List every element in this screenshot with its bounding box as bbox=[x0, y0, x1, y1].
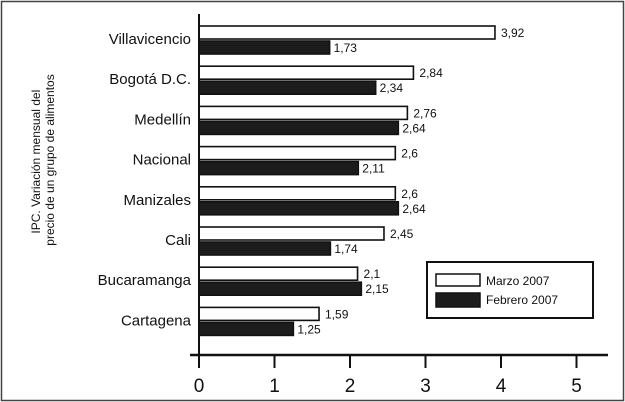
data-label: 2,76 bbox=[413, 106, 437, 120]
value-labels: 3,921,732,842,342,762,642,62,112,62,642,… bbox=[297, 26, 524, 336]
category-label: Bucaramanga bbox=[98, 272, 192, 289]
bar-febrero-2007 bbox=[198, 160, 360, 176]
legend-label-marzo: Marzo 2007 bbox=[486, 274, 550, 288]
bar-marzo-2007 bbox=[198, 145, 397, 161]
bar-febrero-2007 bbox=[198, 40, 331, 55]
category-label: Villavicencio bbox=[109, 31, 191, 48]
x-axis-ticks: 0 1 2 3 4 5 bbox=[194, 355, 582, 397]
category-label: Bogotá D.C. bbox=[109, 71, 191, 88]
data-label: 1,73 bbox=[334, 41, 358, 55]
category-label: Cali bbox=[165, 232, 191, 249]
x-tick-label: 4 bbox=[496, 376, 507, 397]
x-tick-label: 3 bbox=[420, 376, 431, 397]
data-label: 1,25 bbox=[297, 322, 321, 336]
x-tick-label: 1 bbox=[269, 376, 280, 397]
bar-febrero-2007 bbox=[198, 321, 295, 337]
data-label: 2,64 bbox=[402, 121, 426, 135]
bar-marzo-2007 bbox=[198, 186, 397, 201]
bar-febrero-2007 bbox=[198, 80, 377, 95]
data-label: 3,92 bbox=[501, 26, 525, 40]
y-axis-label: IPC. Variación mensual del precio de un … bbox=[29, 74, 57, 245]
category-label: Manizales bbox=[123, 192, 191, 209]
bar-febrero-2007 bbox=[198, 120, 400, 136]
data-label: 1,74 bbox=[334, 242, 358, 256]
bar-febrero-2007 bbox=[198, 201, 400, 216]
category-label: Medellín bbox=[134, 111, 191, 128]
x-tick-label: 5 bbox=[571, 376, 582, 397]
bar-marzo-2007 bbox=[198, 226, 385, 241]
data-label: 2,64 bbox=[402, 202, 426, 216]
bar-marzo-2007 bbox=[198, 25, 496, 40]
bar-marzo-2007 bbox=[198, 306, 320, 322]
data-label: 2,45 bbox=[390, 227, 414, 241]
category-labels: Villavicencio Bogotá D.C. Medellín Nacional… bbox=[98, 31, 192, 329]
legend-swatch-febrero bbox=[435, 292, 481, 308]
data-label: 2,84 bbox=[419, 66, 443, 80]
data-label: 2,15 bbox=[365, 282, 389, 296]
category-label: Cartagena bbox=[121, 312, 192, 329]
bar-febrero-2007 bbox=[198, 281, 363, 297]
bar-marzo-2007 bbox=[198, 105, 409, 121]
y-axis-label-line-1: IPC. Variación mensual del bbox=[29, 90, 43, 234]
data-label: 2,6 bbox=[401, 187, 418, 201]
legend: Marzo 2007 Febrero 2007 bbox=[426, 261, 594, 319]
bar-marzo-2007 bbox=[198, 65, 415, 80]
bar-marzo-2007 bbox=[198, 266, 359, 282]
legend-swatch-marzo bbox=[435, 273, 481, 287]
data-label: 1,59 bbox=[325, 307, 349, 321]
data-label: 2,6 bbox=[401, 147, 418, 161]
x-tick-label: 0 bbox=[194, 376, 205, 397]
data-label: 2,1 bbox=[364, 267, 381, 281]
data-label: 2,34 bbox=[380, 81, 404, 95]
data-label: 2,11 bbox=[362, 162, 385, 176]
legend-label-febrero: Febrero 2007 bbox=[486, 293, 558, 307]
category-label: Nacional bbox=[133, 152, 191, 169]
y-axis-label-line-2: precio de un grupo de alimentos bbox=[43, 74, 57, 245]
x-tick-label: 2 bbox=[345, 376, 356, 397]
legend-box bbox=[426, 261, 594, 319]
bar-febrero-2007 bbox=[198, 241, 332, 256]
